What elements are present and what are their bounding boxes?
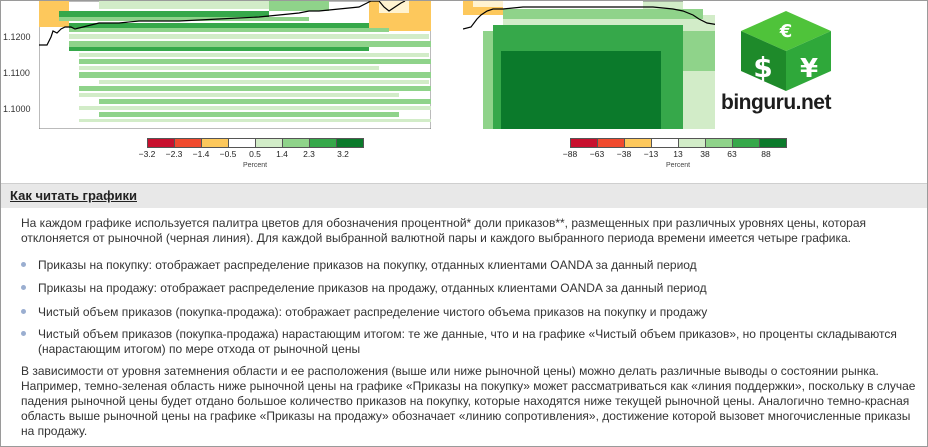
section-title-link[interactable]: Как читать графики bbox=[10, 188, 137, 203]
colorbar-swatch bbox=[174, 138, 202, 148]
colorbar-swatch bbox=[624, 138, 652, 148]
y-tick: 1.1100 bbox=[3, 68, 30, 78]
colorbar-tick: 13 bbox=[673, 149, 683, 159]
colorbar-swatch bbox=[228, 138, 256, 148]
logo-text: binguru.net bbox=[721, 91, 831, 114]
svg-text:¥: ¥ bbox=[800, 54, 818, 84]
colorbar-tick: −0.5 bbox=[219, 149, 237, 159]
colorbar-swatch bbox=[309, 138, 337, 148]
binguru-logo: € $ ¥ binguru.net bbox=[715, 1, 855, 129]
svg-text:€: € bbox=[779, 21, 793, 42]
colorbar-tick: 2.3 bbox=[303, 149, 315, 159]
list-item-text: Приказы на продажу: отображает распредел… bbox=[38, 281, 707, 295]
left-colorbar: −3.2 −2.3 −1.4 −0.5 0.5 1.4 2.3 3.2 Perc… bbox=[139, 138, 364, 169]
colorbar-tick: −63 bbox=[589, 149, 605, 159]
list-item: Чистый объем приказов (покупка-продажа):… bbox=[21, 305, 916, 320]
colorbar-tick: −13 bbox=[643, 149, 659, 159]
colorbar-tick: 3.2 bbox=[337, 149, 349, 159]
colorbar-tick: −88 bbox=[562, 149, 578, 159]
buy-orders-heatmap bbox=[39, 1, 431, 129]
section-header: Как читать графики bbox=[1, 183, 927, 208]
section-content: На каждом графике используется палитра ц… bbox=[1, 207, 927, 446]
colorbar-tick: 88 bbox=[761, 149, 771, 159]
colorbar-label: Percent bbox=[665, 162, 691, 169]
colorbar-tick: −1.4 bbox=[192, 149, 210, 159]
colorbar-tick: 63 bbox=[727, 149, 737, 159]
colorbar-swatch bbox=[282, 138, 310, 148]
bullet-icon bbox=[21, 309, 26, 314]
bullet-icon bbox=[21, 262, 26, 267]
list-item: Чистый объем приказов (покупка-продажа) … bbox=[21, 327, 916, 357]
svg-text:$: $ bbox=[753, 51, 772, 84]
list-item-text: Приказы на покупку: отображает распредел… bbox=[38, 258, 697, 272]
colorbar-swatch bbox=[570, 138, 598, 148]
colorbar-tick: −2.3 bbox=[165, 149, 183, 159]
y-tick: 1.1200 bbox=[3, 32, 31, 42]
y-tick: 1.1000 bbox=[3, 104, 31, 114]
list-item: Приказы на продажу: отображает распредел… bbox=[21, 281, 916, 296]
colorbar-swatch bbox=[678, 138, 706, 148]
colorbar-tick: −38 bbox=[616, 149, 632, 159]
colorbar-swatch bbox=[147, 138, 175, 148]
list-item-text: Чистый объем приказов (покупка-продажа) … bbox=[38, 327, 897, 356]
colorbar-tick: 1.4 bbox=[276, 149, 288, 159]
colorbar-swatch bbox=[597, 138, 625, 148]
colorbar-label: Percent bbox=[242, 162, 268, 169]
colorbar-swatch bbox=[705, 138, 733, 148]
colorbar-swatch bbox=[651, 138, 679, 148]
charts-area: 1.1200 1.1100 1.1000 bbox=[1, 1, 927, 183]
colorbar-swatch bbox=[255, 138, 283, 148]
conclusion-paragraph: В зависимости от уровня затемнения облас… bbox=[21, 364, 916, 438]
colorbar-swatch bbox=[732, 138, 760, 148]
list-item-text: Чистый объем приказов (покупка-продажа):… bbox=[38, 305, 708, 319]
colorbar-tick: −3.2 bbox=[138, 149, 156, 159]
colorbar-swatch bbox=[336, 138, 364, 148]
right-colorbar: −88 −63 −38 −13 13 38 63 88 Percent bbox=[563, 138, 787, 169]
colorbar-swatch bbox=[759, 138, 787, 148]
colorbar-tick: 0.5 bbox=[249, 149, 261, 159]
intro-paragraph: На каждом графике используется палитра ц… bbox=[21, 216, 866, 245]
bullet-icon bbox=[21, 331, 26, 336]
bullet-icon bbox=[21, 285, 26, 290]
list-item: Приказы на покупку: отображает распредел… bbox=[21, 258, 916, 273]
currency-cube-icon: € $ ¥ bbox=[741, 11, 831, 91]
colorbar-tick: 38 bbox=[700, 149, 710, 159]
colorbar-swatch bbox=[201, 138, 229, 148]
